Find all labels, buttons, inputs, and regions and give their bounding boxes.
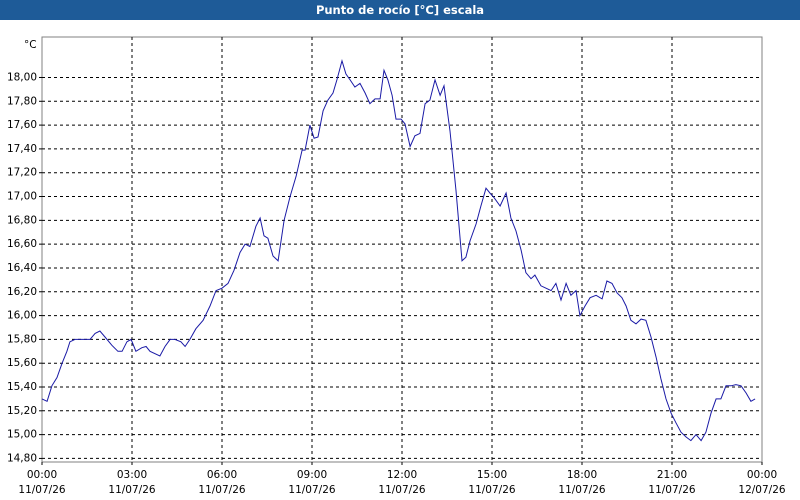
x-tick-label: 06:00: [207, 469, 237, 481]
x-tick-date: 12/07/26: [738, 484, 785, 496]
x-tick-label: 18:00: [567, 469, 597, 481]
y-tick-label: 16,00: [7, 310, 37, 322]
y-tick-label: 17,20: [7, 167, 37, 179]
y-tick-label: 18,00: [7, 71, 37, 83]
x-tick-date: 11/07/26: [18, 484, 65, 496]
x-tick-date: 11/07/26: [468, 484, 515, 496]
y-tick-label: 16,80: [7, 214, 37, 226]
title-bar: [0, 0, 800, 20]
x-tick-date: 11/07/26: [648, 484, 695, 496]
x-tick-label: 03:00: [117, 469, 147, 481]
y-tick-label: 15,60: [7, 357, 37, 369]
y-tick-label: 16,40: [7, 262, 37, 274]
x-tick-label: 00:00: [747, 469, 777, 481]
x-tick-date: 11/07/26: [558, 484, 605, 496]
y-tick-label: 17,40: [7, 143, 37, 155]
x-tick-date: 11/07/26: [198, 484, 245, 496]
y-tick-label: 16,60: [7, 238, 37, 250]
y-tick-label: 15,80: [7, 333, 37, 345]
y-unit: °C: [24, 39, 37, 51]
y-tick-label: 16,20: [7, 286, 37, 298]
chart-title: Punto de rocío [°C] escala: [316, 3, 484, 17]
y-tick-label: 15,00: [7, 429, 37, 441]
x-tick-date: 11/07/26: [378, 484, 425, 496]
data-line: [41, 58, 756, 442]
y-tick-label: 17,00: [7, 191, 37, 203]
y-tick-label: 15,40: [7, 381, 37, 393]
y-tick-label: 17,60: [7, 119, 37, 131]
x-tick-label: 15:00: [477, 469, 507, 481]
y-tick-label: 17,80: [7, 95, 37, 107]
x-tick-label: 09:00: [297, 469, 327, 481]
x-tick-label: 00:00: [27, 469, 57, 481]
x-tick-label: 12:00: [387, 469, 417, 481]
y-tick-label: 14,80: [7, 452, 37, 464]
x-tick-date: 11/07/26: [108, 484, 155, 496]
x-tick-date: 11/07/26: [288, 484, 335, 496]
y-tick-label: 15,20: [7, 405, 37, 417]
x-tick-label: 21:00: [657, 469, 687, 481]
